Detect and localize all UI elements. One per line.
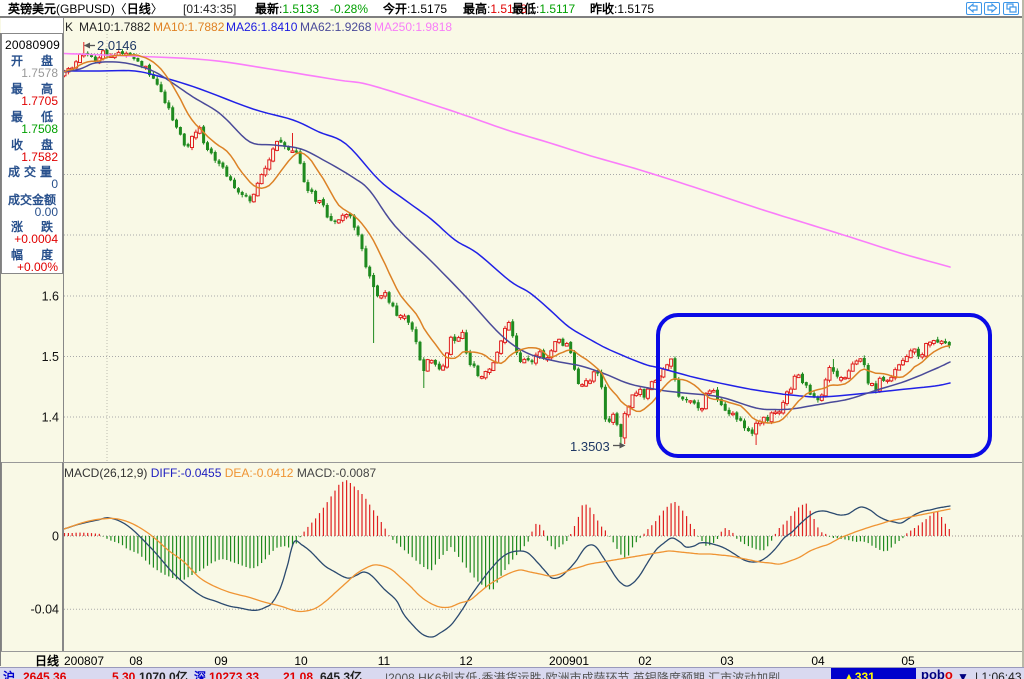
svg-text:-0.04: -0.04 <box>31 603 60 617</box>
svg-text:1.6: 1.6 <box>42 290 59 304</box>
svg-text:1.4: 1.4 <box>42 411 59 425</box>
svg-text:2.0146: 2.0146 <box>97 38 137 53</box>
svg-text:1.3503: 1.3503 <box>570 439 610 454</box>
svg-text:0: 0 <box>52 530 59 544</box>
svg-text:1.5: 1.5 <box>42 350 59 364</box>
